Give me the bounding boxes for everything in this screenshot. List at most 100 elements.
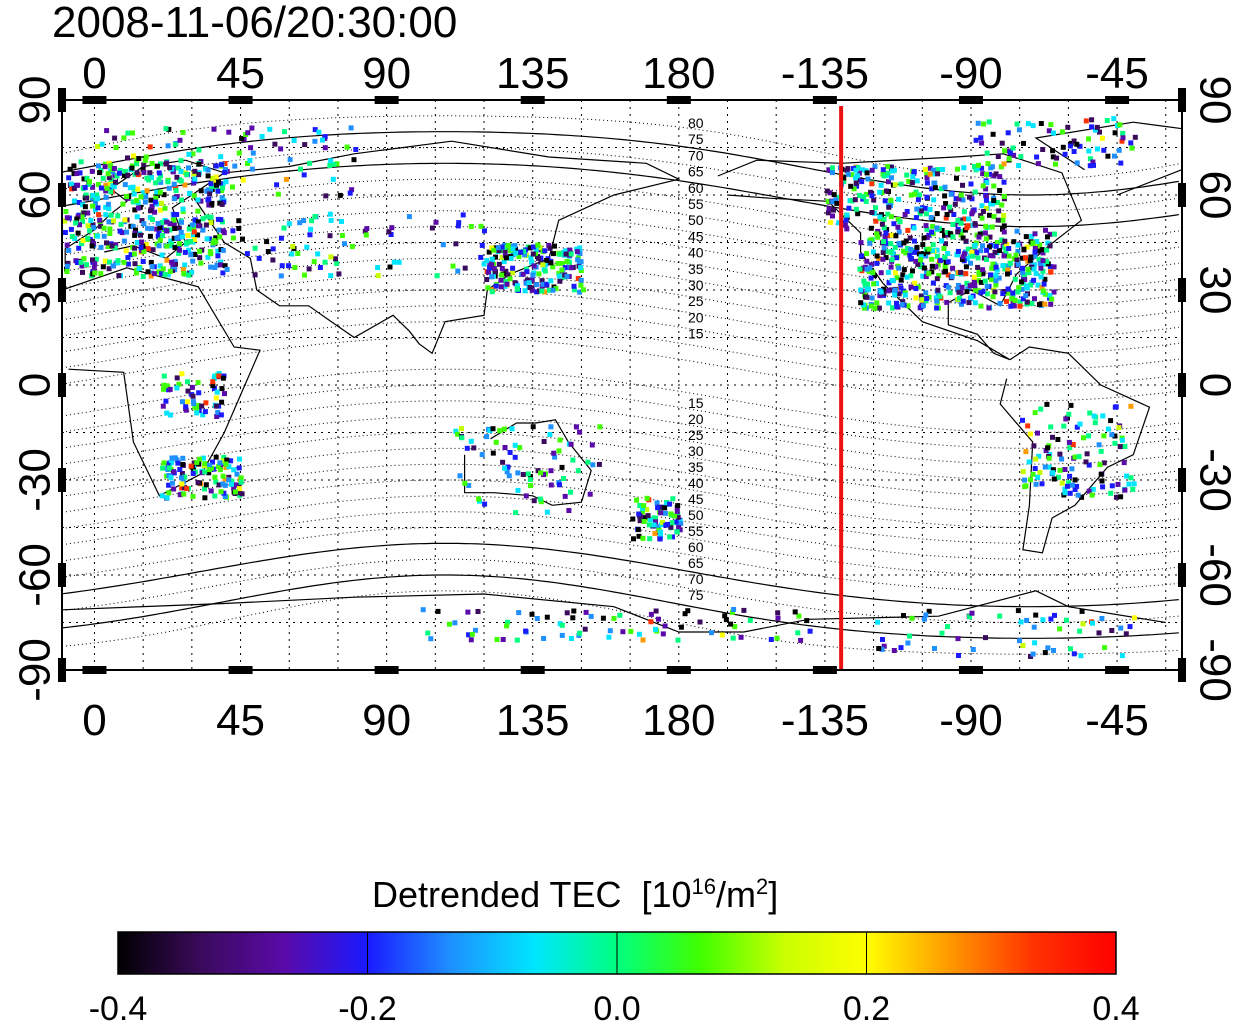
tec-pixel: [853, 206, 859, 212]
tec-pixel: [101, 233, 107, 239]
tec-pixel: [881, 643, 887, 649]
tec-pixel: [195, 219, 201, 225]
tec-pixel: [238, 479, 244, 485]
tec-pixel: [906, 178, 912, 184]
tec-pixel: [1022, 272, 1028, 278]
tec-pixel: [208, 264, 214, 270]
tec-pixel: [184, 486, 190, 491]
tec-pixel: [568, 251, 574, 257]
colorbar-units-prefix: [10: [641, 874, 692, 915]
tec-pixel: [337, 192, 343, 198]
tec-pixel: [934, 298, 940, 304]
tec-pixel: [1032, 296, 1037, 302]
tec-pixel: [171, 196, 177, 202]
tec-pixel: [657, 536, 663, 542]
colorbar: -0.4 -0.2 0.0 0.2 0.4: [89, 931, 1140, 1024]
tec-pixel: [929, 186, 935, 192]
tec-pixel: [375, 265, 381, 270]
tec-pixel: [1022, 477, 1027, 483]
tec-pixel: [888, 241, 894, 247]
tec-pixel: [77, 170, 83, 176]
tec-pixel: [386, 229, 392, 235]
tec-pixel: [881, 173, 887, 179]
tec-pixel: [656, 616, 661, 622]
tec-pixel: [888, 214, 894, 220]
tec-pixel: [1012, 276, 1018, 282]
tec-pixel: [677, 527, 683, 533]
tec-pixel: [479, 452, 485, 458]
tec-pixel: [184, 172, 190, 177]
tec-pixel: [1023, 293, 1029, 299]
tec-pixel: [113, 145, 119, 150]
tec-pixel: [208, 220, 214, 226]
tec-pixel: [196, 390, 202, 396]
tec-pixel: [541, 636, 547, 641]
tec-pixel: [1001, 223, 1007, 229]
tec-pixel: [568, 636, 574, 641]
tec-pixel: [1090, 486, 1096, 492]
tec-pixel: [775, 610, 781, 616]
tec-pixel: [669, 520, 675, 526]
tec-pixel: [927, 171, 933, 177]
tec-pixel: [131, 153, 136, 159]
tec-pixel: [636, 511, 642, 517]
tec-pixel: [213, 395, 219, 401]
tec-pixel: [966, 300, 972, 306]
tec-pixel: [875, 619, 881, 625]
tec-pixel: [660, 519, 666, 525]
tec-pixel: [230, 184, 235, 190]
tec-pixel: [130, 199, 136, 205]
tec-pixel: [963, 271, 969, 277]
tec-pixel: [90, 203, 96, 209]
tec-pixel: [731, 607, 737, 612]
tec-pixel: [1033, 481, 1039, 487]
tec-pixel: [156, 170, 162, 176]
tec-pixel: [1119, 138, 1125, 144]
tec-pixel: [970, 647, 976, 652]
tec-pixel: [971, 277, 977, 283]
tec-pixel: [634, 497, 640, 503]
tec-pixel: [556, 448, 562, 454]
tec-pixel: [121, 173, 127, 179]
tec-pixel: [920, 242, 926, 248]
tec-pixel: [845, 171, 851, 177]
tec-pixel: [265, 249, 271, 254]
tec-pixel: [118, 221, 124, 227]
tec-pixel: [124, 194, 130, 200]
tec-pixel: [863, 191, 869, 197]
tec-pixel: [960, 182, 965, 188]
tec-pixel: [205, 254, 211, 260]
tec-pixel: [1121, 460, 1127, 466]
tec-pixel: [154, 226, 160, 232]
tec-pixel: [1044, 259, 1050, 265]
tec-pixel: [1131, 481, 1137, 487]
contour-label-south: 40: [688, 475, 704, 491]
tec-pixel: [924, 226, 930, 232]
tec-pixel: [1020, 643, 1026, 648]
colorbar-units-exp2: 2: [756, 874, 769, 899]
tec-pixel: [183, 404, 189, 409]
tec-pixel: [955, 287, 961, 293]
tec-pixel: [69, 186, 75, 192]
tec-pixel: [447, 621, 452, 627]
tec-pixel: [557, 251, 563, 257]
tec-pixel: [923, 274, 929, 280]
magnetic-contour: [62, 337, 1179, 402]
tec-pixel: [990, 131, 996, 137]
tec-pixel: [98, 271, 104, 277]
tec-pixel: [134, 240, 140, 245]
tec-pixel: [161, 192, 167, 198]
tec-pixel: [351, 157, 357, 163]
tec-pixel: [531, 498, 537, 504]
tec-pixel: [709, 630, 714, 636]
tec-pixel: [494, 637, 500, 642]
tec-pixel: [278, 235, 284, 241]
tec-pixel: [682, 611, 688, 617]
tec-pixel: [548, 278, 554, 284]
tec-pixel: [514, 637, 520, 643]
tec-pixel: [653, 608, 659, 614]
tec-pixel: [1035, 474, 1041, 480]
tec-pixel: [1096, 630, 1102, 636]
tec-pixel: [577, 630, 583, 636]
